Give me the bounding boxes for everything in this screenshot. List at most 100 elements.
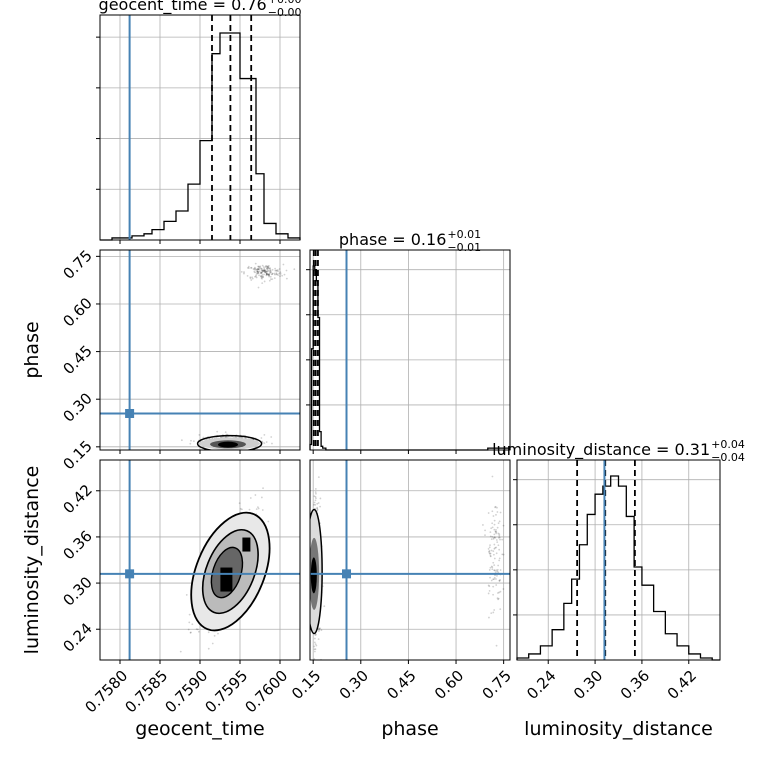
sample-point <box>314 648 317 650</box>
sample-point <box>501 538 504 541</box>
sample-point <box>257 268 260 271</box>
sample-point <box>216 430 219 433</box>
x-tick-label-phase: 0.30 <box>336 667 372 703</box>
sample-point <box>493 519 496 522</box>
sample-point <box>265 270 268 273</box>
sample-point <box>487 592 490 595</box>
sample-point <box>313 648 316 651</box>
sample-point <box>319 505 321 508</box>
sample-point <box>492 515 495 517</box>
sample-point <box>257 272 260 274</box>
sample-point <box>267 265 270 267</box>
sample-point <box>258 265 260 268</box>
sample-point <box>261 277 263 280</box>
sample-point <box>221 436 224 439</box>
sample-point <box>497 598 499 601</box>
sample-point <box>270 436 273 438</box>
sample-point <box>268 270 271 273</box>
sample-point <box>498 520 501 523</box>
sample-point <box>189 442 192 445</box>
sample-point <box>256 270 259 272</box>
sample-point <box>266 273 268 276</box>
sample-point <box>493 557 496 560</box>
diag-title-main: phase = 0.16 <box>339 230 446 249</box>
sample-point <box>256 272 259 274</box>
sample-point <box>314 491 317 494</box>
sample-point <box>493 536 496 539</box>
sample-point <box>269 278 272 281</box>
sample-point <box>489 555 492 558</box>
sample-point <box>257 268 260 271</box>
sample-point <box>498 591 501 594</box>
sample-point <box>495 513 497 516</box>
histogram-geocent_time <box>100 32 301 241</box>
sample-point <box>264 265 267 267</box>
sample-point <box>261 276 264 279</box>
sample-point <box>251 277 254 280</box>
sample-point <box>492 578 495 581</box>
sample-point <box>316 507 319 510</box>
sample-point <box>269 271 272 273</box>
sample-point <box>256 267 259 270</box>
x-tick-label-phase: 0.45 <box>383 667 419 703</box>
sample-point <box>246 266 249 269</box>
sample-point <box>496 570 499 573</box>
sample-point <box>323 605 326 608</box>
sample-point <box>234 436 237 439</box>
sample-point <box>318 627 321 630</box>
sample-point <box>259 272 262 275</box>
sample-point <box>496 506 498 509</box>
sample-point <box>220 436 223 439</box>
sample-point <box>266 266 269 268</box>
sample-point <box>262 270 264 273</box>
sample-point <box>487 512 490 514</box>
sample-point <box>495 578 497 580</box>
sample-point <box>484 529 486 532</box>
sample-point <box>187 628 190 631</box>
sample-point <box>493 547 496 550</box>
sample-point <box>496 511 499 513</box>
sample-point <box>263 442 266 445</box>
sample-point <box>499 590 502 593</box>
sample-point <box>494 536 497 539</box>
sample-point <box>315 633 317 636</box>
sample-point <box>263 273 265 276</box>
sample-point <box>493 576 496 579</box>
sample-point <box>252 268 255 270</box>
sample-point <box>273 272 276 275</box>
sample-point <box>283 273 286 276</box>
sample-point <box>494 571 497 574</box>
panel-frame <box>516 459 721 661</box>
sample-point <box>238 502 241 505</box>
sample-point <box>263 269 265 272</box>
histogram-phase <box>309 265 511 451</box>
sample-point <box>493 578 495 581</box>
density-level <box>310 557 317 594</box>
sample-point <box>262 266 265 268</box>
density-level <box>220 567 233 592</box>
sample-point <box>313 501 316 504</box>
sample-point <box>501 553 504 556</box>
sample-point <box>320 629 323 632</box>
sample-point <box>189 631 192 634</box>
diag-panel-phase <box>306 249 511 454</box>
sample-point <box>192 440 195 443</box>
sample-point <box>271 278 274 281</box>
sample-point <box>249 276 252 279</box>
sample-point <box>491 526 494 529</box>
sample-point <box>268 274 271 277</box>
sample-point <box>263 267 266 270</box>
sample-point <box>256 268 259 271</box>
sample-point <box>262 270 265 272</box>
sample-point <box>241 508 243 511</box>
sample-point <box>495 569 498 572</box>
sample-point <box>261 273 264 276</box>
sample-point <box>498 579 501 582</box>
density-contour <box>196 434 263 450</box>
sample-point <box>260 269 263 272</box>
sample-point <box>497 532 500 535</box>
sample-point <box>253 266 256 269</box>
sample-point <box>264 269 266 272</box>
sample-point <box>495 528 497 531</box>
sample-point <box>260 275 263 278</box>
